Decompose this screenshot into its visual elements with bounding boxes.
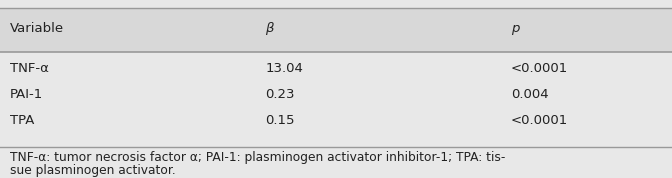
Text: PAI-1: PAI-1 [10, 88, 43, 101]
FancyBboxPatch shape [0, 8, 672, 52]
Text: TNF-α: TNF-α [10, 62, 49, 75]
Text: sue plasminogen activator.: sue plasminogen activator. [10, 164, 176, 177]
Text: Variable: Variable [10, 22, 65, 35]
Text: 13.04: 13.04 [265, 62, 303, 75]
Text: β: β [265, 22, 274, 35]
Text: <0.0001: <0.0001 [511, 62, 568, 75]
Text: 0.004: 0.004 [511, 88, 548, 101]
Text: TPA: TPA [10, 114, 34, 127]
Text: 0.15: 0.15 [265, 114, 295, 127]
Text: p: p [511, 22, 519, 35]
Text: <0.0001: <0.0001 [511, 114, 568, 127]
Text: 0.23: 0.23 [265, 88, 295, 101]
Text: TNF-α: tumor necrosis factor α; PAI-1: plasminogen activator inhibitor-1; TPA: t: TNF-α: tumor necrosis factor α; PAI-1: p… [10, 151, 505, 164]
